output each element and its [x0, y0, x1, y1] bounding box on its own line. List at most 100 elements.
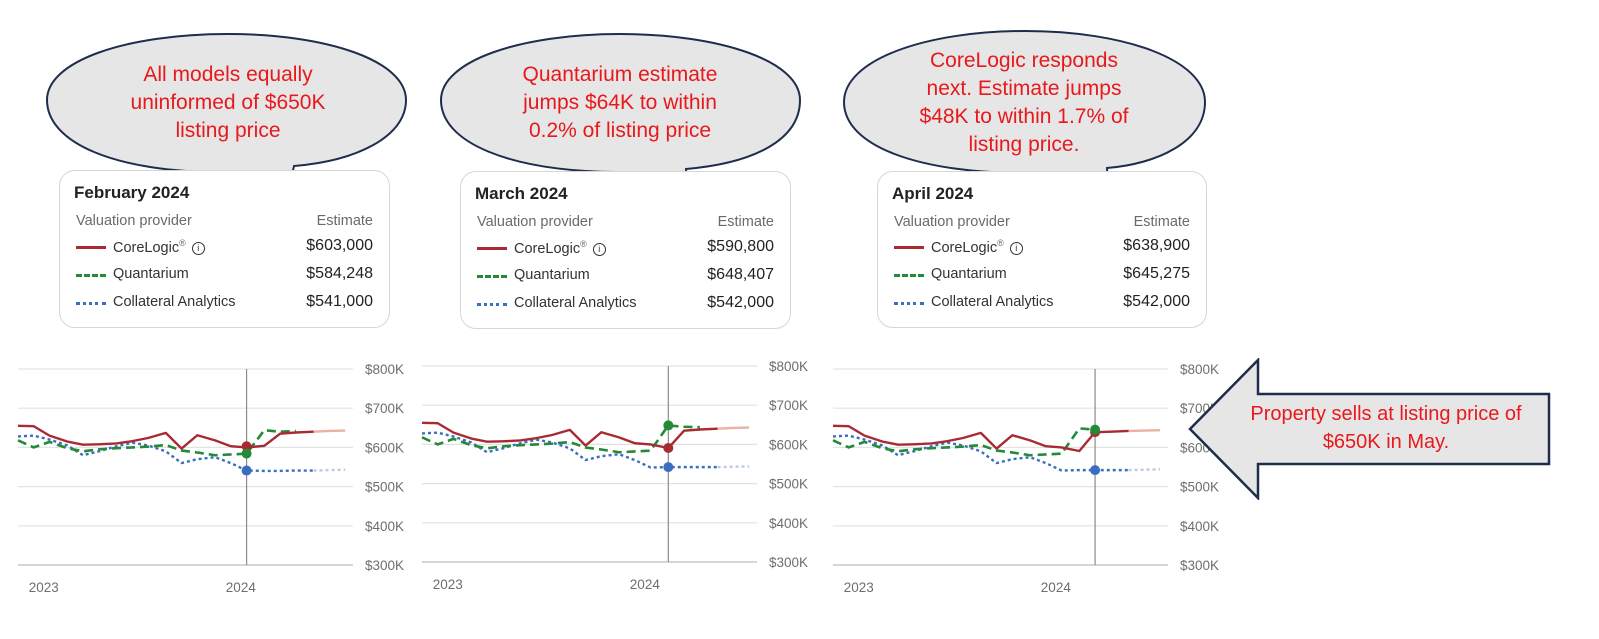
registered-mark: ® [179, 238, 186, 248]
y-tick-label: $300K [769, 555, 808, 570]
collateral-swatch [477, 303, 507, 306]
estimate-value: $541,000 [306, 293, 373, 310]
y-tick-label: $800K [1180, 362, 1219, 377]
estimate-value: $648,407 [707, 266, 774, 283]
point-collateral-analytics [241, 465, 252, 476]
corelogic-swatch [477, 247, 507, 250]
column-estimate: Estimate [1133, 214, 1190, 230]
point-quantarium [663, 420, 674, 431]
y-tick-label: $400K [1180, 519, 1219, 534]
series-line-corelogic [832, 424, 1129, 453]
row-corelogic: CoreLogic® i $590,800 [477, 238, 774, 260]
point-collateral-analytics [1090, 465, 1101, 476]
info-icon[interactable]: i [592, 242, 606, 256]
quantarium-swatch [477, 275, 507, 278]
y-tick-label: $500K [769, 477, 808, 492]
provider-name: Quantarium [931, 266, 1007, 282]
y-tick-label: $500K [1180, 480, 1219, 495]
y-tick-label: $500K [365, 480, 404, 495]
series-forecast-corelogic [1128, 428, 1161, 433]
estimate-value: $542,000 [707, 294, 774, 311]
estimate-value: $590,800 [707, 238, 774, 255]
point-quantarium [241, 448, 252, 459]
callout-text: All models equally uninformed of $650K l… [130, 63, 326, 142]
series-forecast-collateral-analytics [313, 468, 346, 472]
row-collateral: Collateral Analytics $542,000 [477, 294, 774, 316]
left-arrow-callout [1188, 358, 1551, 500]
provider-name: Collateral Analytics [931, 294, 1054, 310]
info-icon[interactable]: i [191, 241, 205, 255]
card-title: March 2024 [475, 184, 568, 203]
column-provider: Valuation provider [477, 214, 593, 230]
estimate-value: $584,248 [306, 265, 373, 282]
corelogic-swatch [76, 246, 106, 249]
estimate-value: $638,900 [1123, 237, 1190, 254]
provider-name: CoreLogic [113, 239, 180, 256]
quantarium-swatch [894, 274, 924, 277]
callout-text: CoreLogic responds next. Estimate jumps … [919, 49, 1129, 156]
row-quantarium: Quantarium $648,407 [477, 266, 774, 288]
y-tick-label: $400K [365, 519, 404, 534]
collateral-swatch [894, 302, 924, 305]
provider-name: Quantarium [514, 267, 590, 283]
point-corelogic [663, 443, 674, 454]
row-corelogic: CoreLogic® i $638,900 [894, 237, 1190, 259]
row-quantarium: Quantarium $645,275 [894, 265, 1190, 287]
info-icon[interactable]: i [1009, 241, 1023, 255]
arrow-callout-text: Property sells at listing price of $650K… [1250, 403, 1522, 453]
card-title: February 2024 [74, 183, 190, 202]
y-tick-label: $600K [365, 440, 404, 455]
series-line-collateral-analytics [17, 434, 314, 473]
series-forecast-corelogic [717, 426, 750, 430]
y-tick-label: $800K [769, 359, 808, 374]
provider-name: Collateral Analytics [113, 294, 236, 310]
registered-mark: ® [997, 238, 1004, 248]
row-corelogic: CoreLogic® i $603,000 [76, 237, 373, 259]
estimate-value: $542,000 [1123, 293, 1190, 310]
y-tick-label: $300K [1180, 558, 1219, 573]
series-forecast-collateral-analytics [1128, 468, 1161, 472]
point-quantarium [1090, 424, 1101, 435]
collateral-swatch [76, 302, 106, 305]
series-forecast-collateral-analytics [717, 465, 750, 469]
provider-name: Quantarium [113, 266, 189, 282]
corelogic-swatch [894, 246, 924, 249]
point-corelogic [241, 441, 252, 452]
y-tick-label: $600K [769, 437, 808, 452]
x-tick-label: 2024 [630, 577, 661, 592]
x-tick-label: 2024 [226, 580, 257, 595]
y-tick-label: $700K [365, 401, 404, 416]
series-line-corelogic [17, 424, 314, 450]
y-tick-label: $300K [365, 558, 404, 573]
valuation-card: April 2024 Valuation provider Estimate C… [877, 171, 1207, 328]
series-line-collateral-analytics [832, 434, 1129, 472]
column-provider: Valuation provider [894, 214, 1010, 230]
provider-name: CoreLogic [931, 239, 998, 256]
column-estimate: Estimate [316, 213, 373, 229]
valuation-card: February 2024 Valuation provider Estimat… [59, 170, 390, 328]
x-tick-label: 2023 [844, 580, 874, 595]
provider-name: Collateral Analytics [514, 295, 637, 311]
estimate-value: $645,275 [1123, 265, 1190, 282]
row-collateral: Collateral Analytics $542,000 [894, 293, 1190, 315]
valuation-card: March 2024 Valuation provider Estimate C… [460, 171, 791, 329]
quantarium-swatch [76, 274, 106, 277]
column-provider: Valuation provider [76, 213, 192, 229]
point-collateral-analytics [663, 462, 674, 473]
x-tick-label: 2023 [29, 580, 59, 595]
x-tick-label: 2024 [1041, 580, 1072, 595]
y-tick-label: $400K [769, 516, 808, 531]
valuation-chart: $300K $400K $500K $600K $700K $800K 2023 2024 [17, 362, 404, 595]
estimate-value: $603,000 [306, 237, 373, 254]
series-line-quantarium [832, 427, 1096, 457]
y-tick-label: $800K [365, 362, 404, 377]
registered-mark: ® [580, 239, 587, 249]
series-forecast-corelogic [313, 429, 346, 433]
callout-text: Quantarium estimate jumps $64K to within… [522, 63, 718, 142]
column-estimate: Estimate [717, 214, 774, 230]
card-title: April 2024 [892, 184, 974, 203]
row-collateral: Collateral Analytics $541,000 [76, 293, 373, 315]
row-quantarium: Quantarium $584,248 [76, 265, 373, 287]
